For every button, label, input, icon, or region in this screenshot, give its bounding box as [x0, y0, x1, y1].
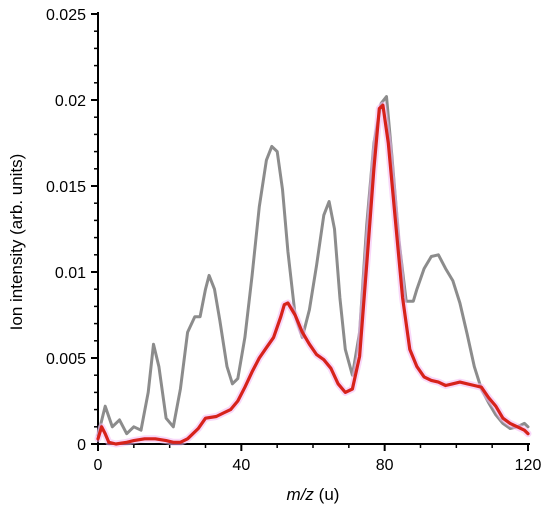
y-tick-label: 0.01 — [55, 265, 86, 282]
x-axis-title-italic: m/z — [287, 485, 315, 504]
y-tick-label: 0.025 — [46, 7, 86, 24]
y-tick-label: 0.005 — [46, 351, 86, 368]
y-axis-title: Ion intensity (arb. units) — [7, 154, 26, 331]
series-2-line — [96, 103, 530, 446]
x-tick-label: 120 — [515, 457, 542, 474]
x-tick-label: 80 — [376, 457, 394, 474]
x-axis-title: m/z (u) — [287, 485, 340, 504]
x-tick-label: 40 — [232, 457, 250, 474]
axes: 0 0.005 0.01 0.015 0.02 0.025 0 40 80 120 — [46, 7, 541, 474]
y-tick-label: 0.02 — [55, 93, 86, 110]
y-tick-label: 0.015 — [46, 179, 86, 196]
x-tick-label: 0 — [94, 457, 103, 474]
x-axis-title-unit: (u) — [314, 485, 340, 504]
series-1-line — [96, 95, 530, 437]
series-layer — [94, 95, 532, 448]
y-tick-label: 0 — [77, 437, 86, 454]
